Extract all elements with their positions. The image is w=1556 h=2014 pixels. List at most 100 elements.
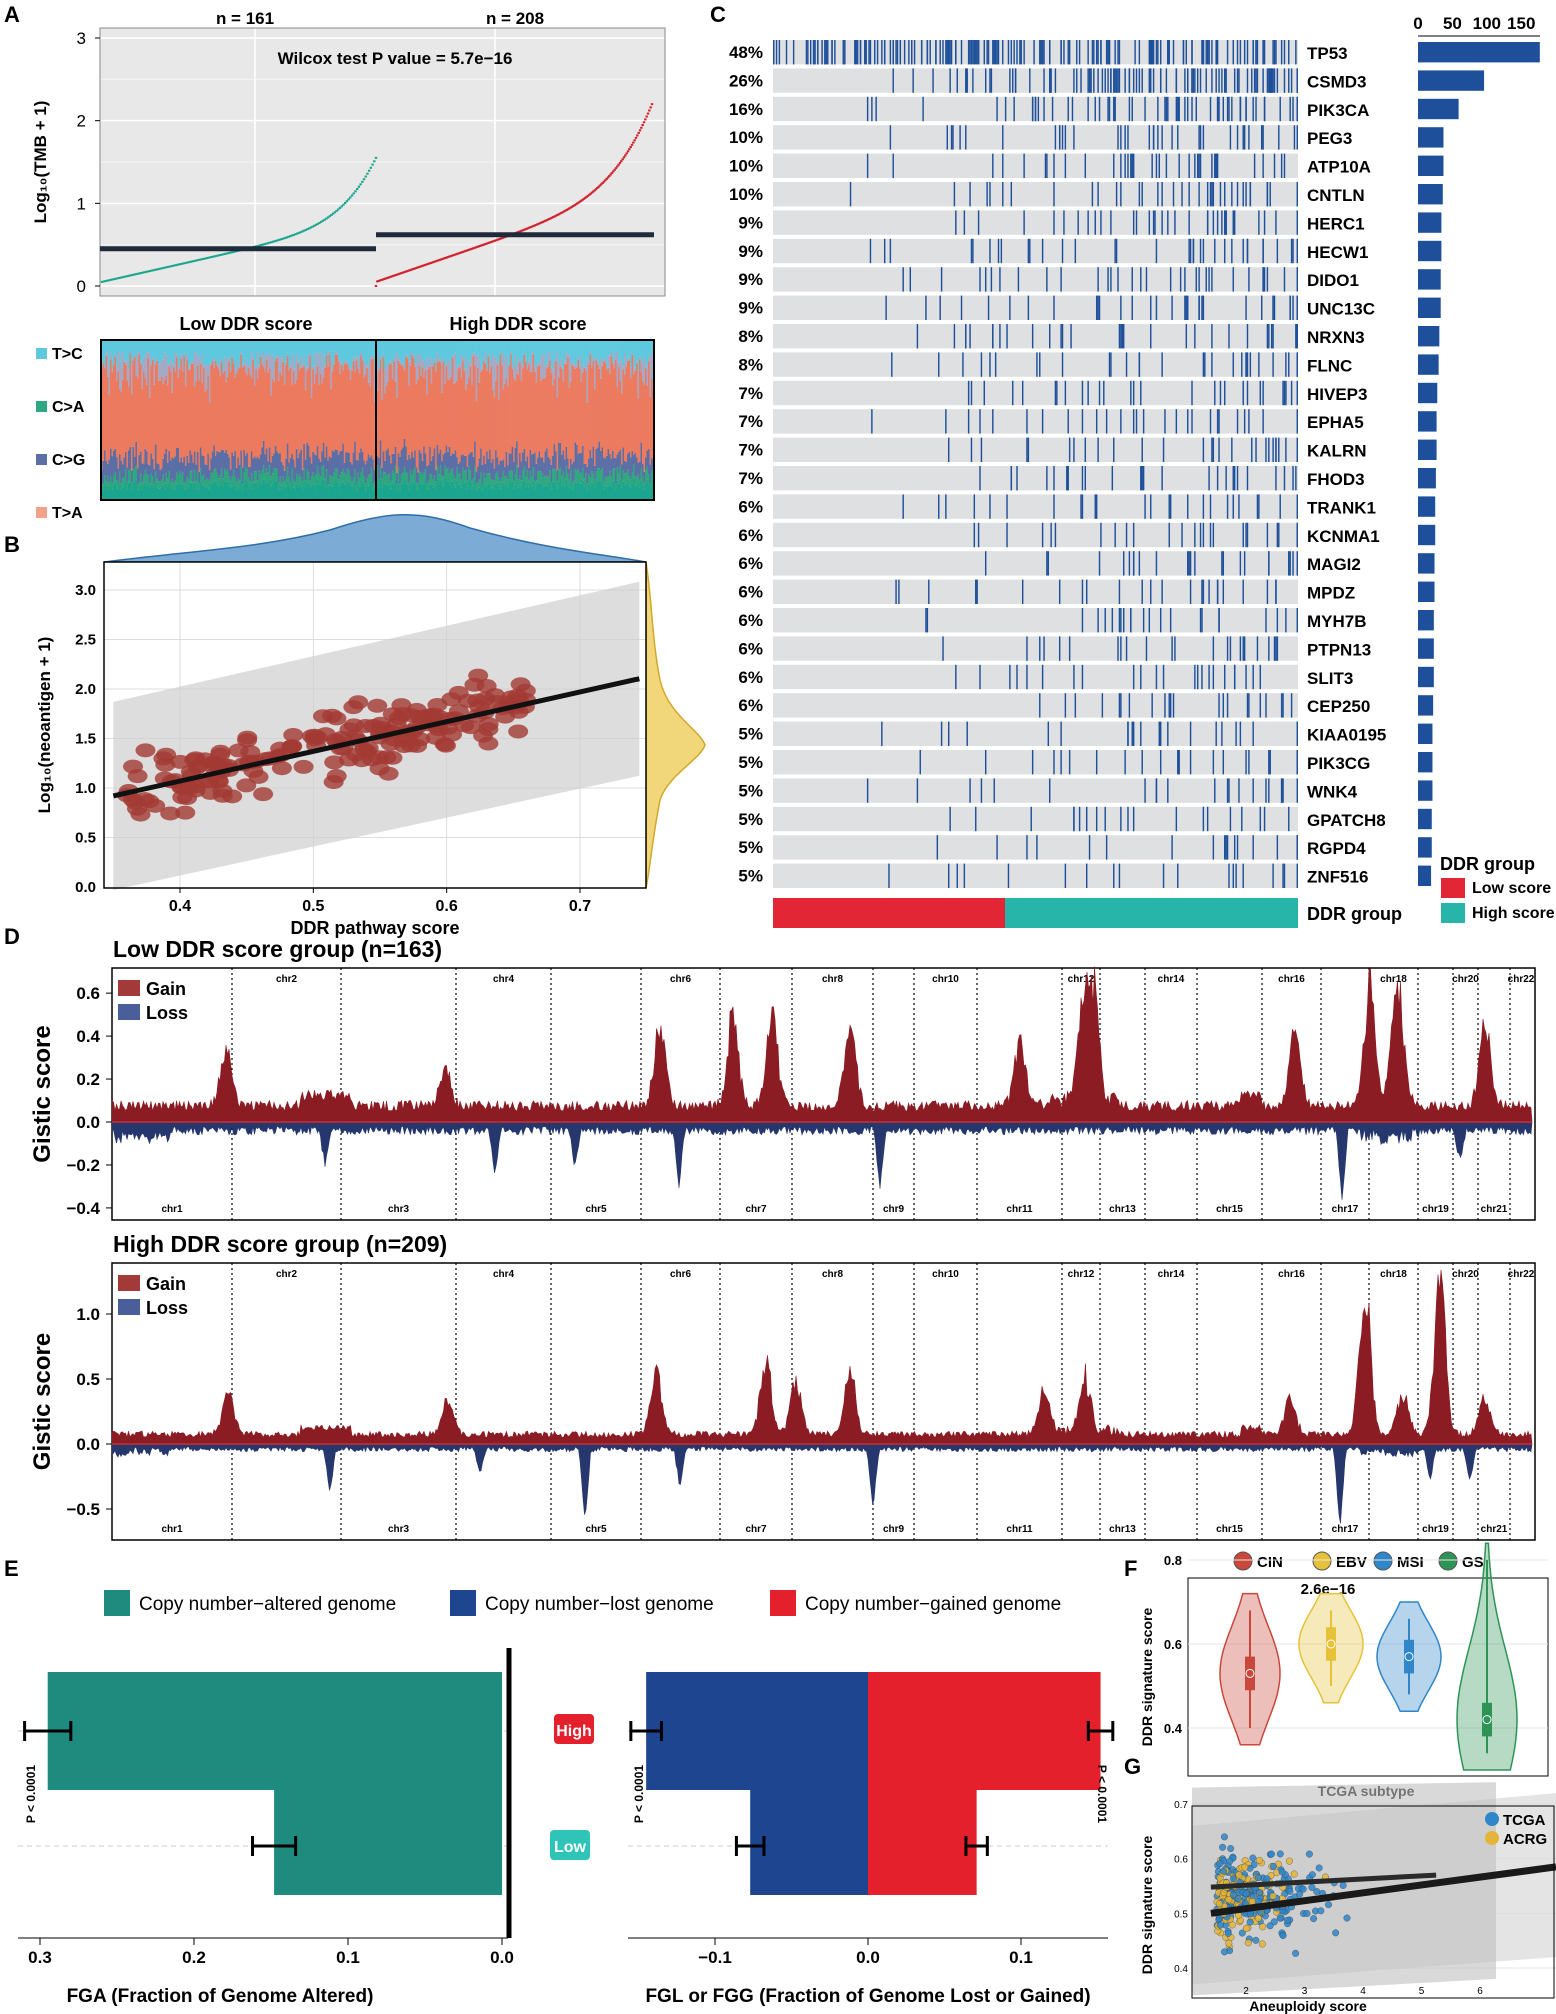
spectrum-bar-segment bbox=[616, 340, 619, 352]
spectrum-bar-segment bbox=[430, 484, 433, 500]
spectrum-bar-segment bbox=[532, 453, 535, 468]
spectrum-bar-segment bbox=[171, 487, 174, 500]
spectrum-bar-segment bbox=[136, 352, 139, 379]
mutation-tick bbox=[1224, 210, 1226, 235]
spectrum-bar-segment bbox=[294, 467, 297, 483]
spectrum-bar-segment bbox=[226, 340, 229, 358]
spectrum-bar-segment bbox=[397, 453, 400, 468]
spectrum-bar-segment bbox=[192, 340, 195, 361]
spectrum-bar-segment bbox=[415, 340, 418, 354]
spectrum-bar-segment bbox=[282, 476, 285, 486]
spectrum-bar-segment bbox=[120, 367, 123, 392]
mutation-tick bbox=[1162, 437, 1165, 462]
spectrum-bar-segment bbox=[487, 356, 490, 459]
mutation-tick bbox=[1063, 210, 1065, 235]
mutation-tick bbox=[1256, 68, 1259, 93]
mutation-tick bbox=[1239, 551, 1242, 576]
spectrum-bar-segment bbox=[217, 340, 220, 367]
g-legend-dot-tcga bbox=[1485, 1812, 1499, 1826]
tmb-dot bbox=[634, 136, 638, 139]
spectrum-bar-segment bbox=[325, 355, 328, 447]
mutation-tick bbox=[1225, 835, 1227, 860]
spectrum-bar-segment bbox=[291, 481, 294, 500]
tmb-n-high: n = 208 bbox=[486, 9, 544, 28]
spectrum-frame bbox=[100, 339, 655, 501]
spectrum-bar-segment bbox=[307, 340, 310, 355]
mutation-tick bbox=[926, 40, 929, 65]
tmb-dot bbox=[212, 255, 215, 258]
spectrum-bar-segment bbox=[444, 452, 446, 466]
mutation-tick bbox=[849, 182, 852, 207]
spectrum-bar-segment bbox=[465, 389, 467, 456]
spectrum-bar-segment bbox=[373, 340, 376, 365]
spectrum-bar-segment bbox=[297, 362, 300, 458]
spectrum-bar-segment bbox=[321, 368, 324, 384]
tmb-dot bbox=[169, 265, 172, 268]
tmb-dot bbox=[116, 277, 119, 280]
spectrum-bar-segment bbox=[241, 340, 244, 365]
mutation-tick bbox=[1295, 40, 1297, 65]
spectrum-bar-segment bbox=[592, 361, 595, 447]
gscatter-xtick: 2 bbox=[1243, 1986, 1249, 1997]
spectrum-bar-segment bbox=[300, 340, 303, 358]
spectrum-bar-segment bbox=[444, 479, 446, 500]
gscatter-point bbox=[1263, 1875, 1271, 1883]
spectrum-bar-segment bbox=[148, 482, 151, 490]
spectrum-bar-segment bbox=[142, 340, 145, 358]
spectrum-bar-segment bbox=[328, 351, 331, 355]
spectrum-bar-segment bbox=[250, 451, 253, 474]
mutation-tick bbox=[1124, 68, 1126, 93]
spectrum-bar-segment bbox=[295, 353, 298, 380]
spectrum-bar-segment bbox=[337, 454, 340, 480]
mutation-tick bbox=[1245, 522, 1247, 548]
oncoprint-row bbox=[773, 778, 1298, 803]
spectrum-bar-segment bbox=[610, 476, 613, 487]
spectrum-bar-segment bbox=[535, 480, 538, 489]
spectrum-bar-segment bbox=[403, 340, 406, 368]
spectrum-bar-segment bbox=[301, 469, 304, 481]
spectrum-bar-segment bbox=[487, 340, 490, 354]
spectrum-bar-segment bbox=[477, 489, 479, 500]
spectrum-bar-segment bbox=[205, 478, 208, 487]
spectrum-bar-segment bbox=[304, 366, 307, 390]
mutation-tick bbox=[1064, 380, 1067, 406]
mutation-tick bbox=[1189, 238, 1192, 264]
spectrum-bar-segment bbox=[283, 384, 286, 471]
scatter-point bbox=[237, 733, 258, 748]
chromosome-label: chr1 bbox=[161, 1524, 183, 1535]
spectrum-bar-segment bbox=[579, 472, 581, 484]
spectrum-bar-segment bbox=[420, 483, 423, 500]
spectrum-bar-segment bbox=[240, 340, 243, 352]
spectrum-bar-segment bbox=[526, 366, 529, 370]
spectrum-bar-segment bbox=[294, 383, 297, 468]
spectrum-bar-segment bbox=[279, 355, 282, 373]
spectrum-bar-segment bbox=[271, 483, 274, 500]
spectrum-bar-segment bbox=[427, 368, 430, 465]
spectrum-bar-segment bbox=[571, 482, 574, 490]
spectrum-bar-segment bbox=[568, 479, 571, 488]
mutation-tick bbox=[1201, 608, 1203, 633]
mutation-tick bbox=[932, 68, 934, 93]
mutation-tick bbox=[1104, 806, 1106, 832]
spectrum-bar-segment bbox=[645, 365, 647, 369]
mutation-tick bbox=[1252, 96, 1254, 122]
mutation-tick bbox=[1276, 835, 1279, 860]
mutation-tick bbox=[1130, 608, 1132, 633]
spectrum-bar-segment bbox=[325, 340, 328, 352]
spectrum-bar-segment bbox=[133, 357, 136, 457]
oncoprint-row bbox=[773, 466, 1298, 491]
spectrum-bar-segment bbox=[216, 365, 219, 451]
spectrum-bar-segment bbox=[364, 464, 367, 484]
spectrum-bar-segment bbox=[438, 474, 440, 485]
fgg-bar-gained-low bbox=[868, 1789, 977, 1895]
spectrum-bar-segment bbox=[211, 340, 214, 359]
spectrum-bar-segment bbox=[385, 340, 388, 365]
spectrum-bar-segment bbox=[337, 479, 340, 488]
spectrum-bar-segment bbox=[565, 352, 568, 365]
spectrum-bar-segment bbox=[553, 361, 556, 379]
spectrum-bar-segment bbox=[235, 369, 238, 375]
tmb-dot bbox=[596, 186, 599, 189]
tmb-dot bbox=[357, 185, 361, 188]
spectrum-bar-segment bbox=[484, 351, 487, 365]
